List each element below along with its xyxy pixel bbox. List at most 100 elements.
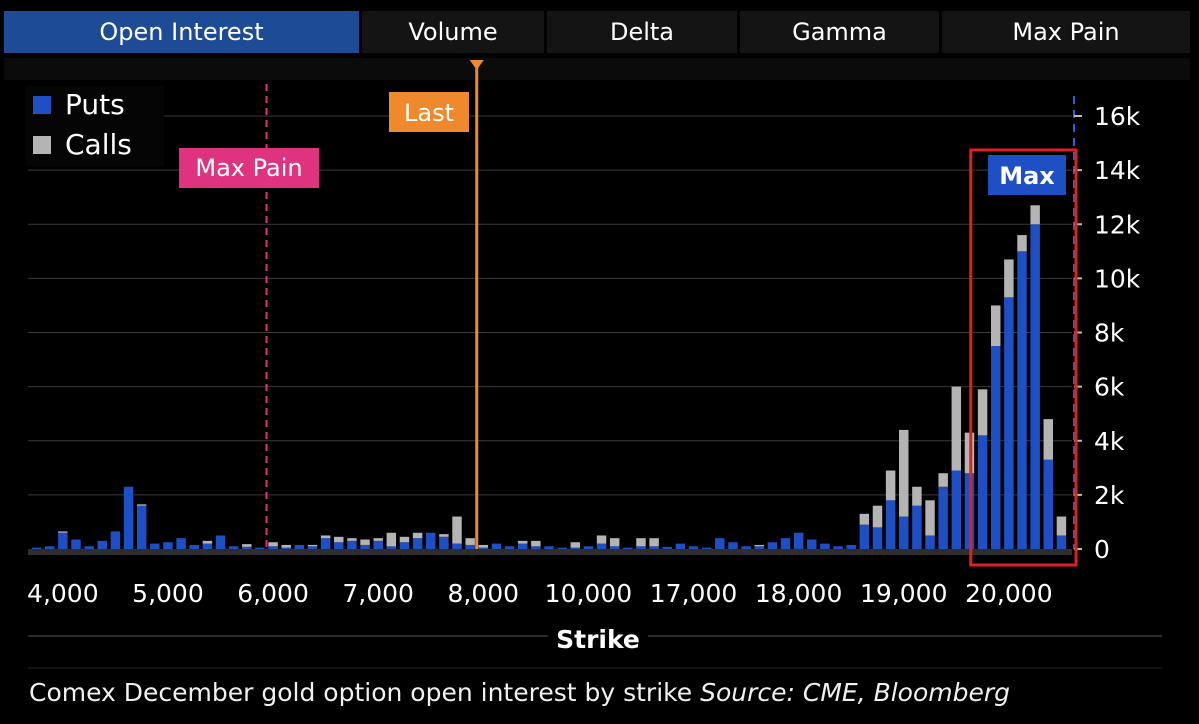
last-label: Last [404,99,454,127]
bar-puts [1056,535,1067,549]
bar-puts [110,531,121,549]
bar-puts [307,546,318,549]
bar-puts [833,546,843,549]
bar-puts [925,535,935,549]
bar-calls [754,544,764,547]
legend-swatch-calls [33,136,51,154]
bar-calls [636,538,646,547]
y-tick-label: 14k [1094,156,1141,185]
x-tick-label: 4,000 [27,579,99,608]
bar-puts [84,546,94,549]
x-tick-label: 20,000 [965,579,1052,608]
bar-puts [176,538,186,549]
bar-puts [1017,251,1027,549]
caption-text: Comex December gold option open interest… [29,678,693,707]
y-tick-label: 6k [1094,373,1125,402]
x-label-bg [548,622,648,652]
bar-calls [609,538,620,547]
bar-puts [320,538,331,549]
bar-puts [557,547,567,549]
x-tick-label: 10,000 [545,579,632,608]
bar-puts [780,538,791,549]
bar-puts [334,542,344,549]
bar-calls [531,540,541,547]
bar-puts [1030,224,1040,549]
bar-puts [675,543,686,549]
x-tick-label: 17,000 [650,579,737,608]
max-pain-label-bg [179,148,319,188]
x-tick-label: 6,000 [237,579,309,608]
bar-puts [596,543,607,549]
bar-puts [163,542,173,549]
max-pain-label: Max Pain [195,154,302,182]
bar-puts [439,536,449,549]
bar-calls [360,539,370,545]
bar-calls [938,473,948,487]
x-tick-label: 7,000 [342,579,414,608]
legend-swatch-puts [33,96,51,114]
bar-puts [1004,297,1014,549]
bar-calls [320,535,331,539]
bar-puts [31,547,42,549]
bar-puts [136,505,147,549]
bar-puts [767,542,778,549]
y-tick-label: 8k [1094,319,1125,348]
tab-max-pain[interactable]: Max Pain [942,11,1190,53]
bar-puts [807,539,817,549]
bar-puts [899,516,909,549]
bar-puts [228,546,239,549]
bar-puts [452,543,462,549]
bar-puts [636,546,646,549]
bar-puts [71,539,81,549]
bar-calls [412,532,423,539]
bar-puts [215,535,226,549]
tab-delta[interactable]: Delta [547,11,737,53]
bar-calls [1043,419,1054,460]
bar-calls [570,542,581,548]
bar-puts [386,546,397,549]
bar-calls [1030,205,1040,225]
legend-label-calls: Calls [65,128,132,161]
chart-caption: Comex December gold option open interest… [29,678,1010,707]
bar-puts [44,546,55,549]
bar-puts [517,543,528,549]
bar-calls [977,389,988,436]
bar-puts [859,524,870,549]
bar-calls [439,534,449,537]
bar-puts [255,547,265,549]
bar-calls [859,513,870,525]
y-tick-label: 10k [1094,264,1141,293]
bar-calls [596,535,607,544]
x-axis-baseline [28,549,1072,555]
bar-puts [202,543,213,549]
last-label-bg [389,92,469,132]
bar-puts [478,547,489,549]
bar-puts [491,543,502,549]
bar-calls [242,544,252,547]
y-tick-label: 4k [1094,427,1125,456]
tab-gamma[interactable]: Gamma [740,11,939,53]
x-tick-label: 5,000 [132,579,204,608]
y-tick-label: 0 [1094,535,1110,564]
max-badge-label: Max [999,162,1055,190]
bar-puts [150,543,160,549]
bar-calls [452,516,462,544]
tab-volume[interactable]: Volume [362,11,544,53]
bar-calls [136,504,147,506]
bar-puts [715,538,725,549]
bar-calls [925,500,935,536]
bar-puts [360,544,370,549]
bar-puts [373,540,383,549]
bar-calls [991,305,1001,347]
bar-puts [347,540,357,549]
tab-open-interest[interactable]: Open Interest [4,11,359,53]
bar-puts [294,544,305,549]
bar-calls [885,470,896,501]
bar-puts [123,486,134,549]
bar-puts [268,546,278,549]
last-price-marker [469,60,484,70]
bar-puts [570,547,581,549]
max-highlight-box [969,148,1078,567]
bar-calls [58,531,68,533]
